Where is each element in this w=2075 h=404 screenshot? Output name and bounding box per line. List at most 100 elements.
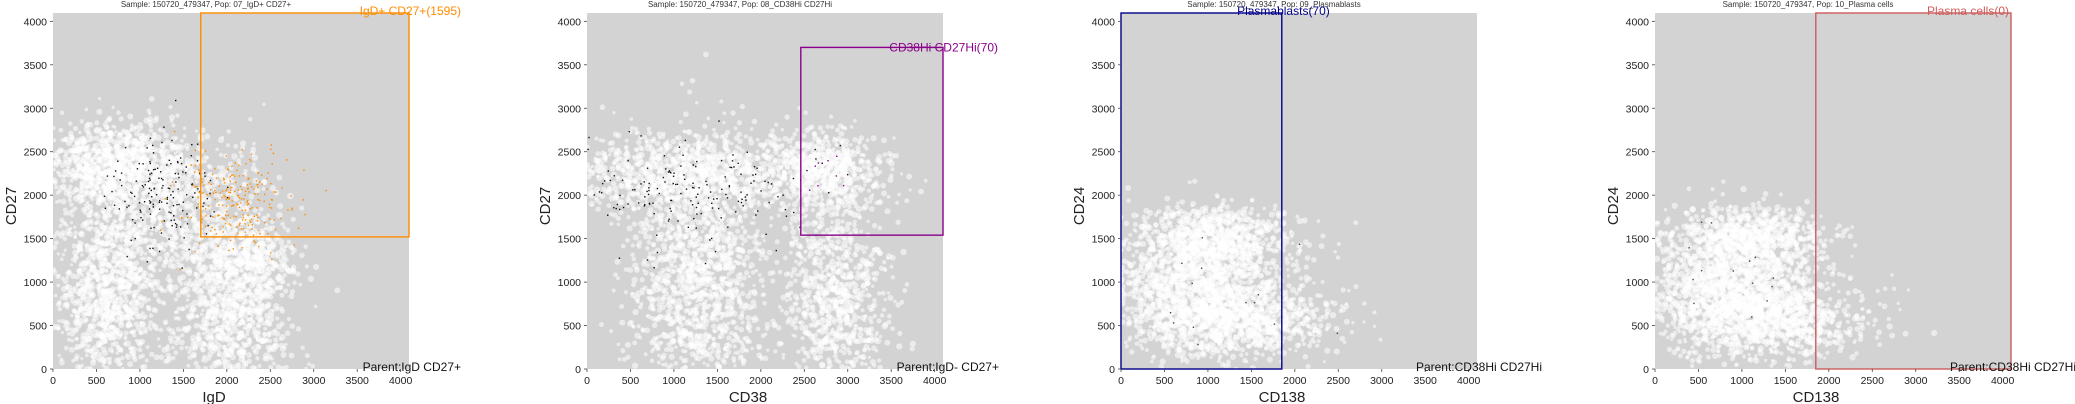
density-dot	[130, 329, 136, 334]
event-point	[246, 201, 248, 203]
event-point	[264, 221, 266, 224]
density-dot	[207, 188, 213, 194]
density-dot	[66, 169, 71, 174]
density-dot	[114, 129, 118, 134]
density-dot	[240, 145, 246, 151]
event-point	[228, 198, 230, 200]
event-point	[211, 216, 214, 218]
density-dot	[161, 158, 166, 163]
event-point	[226, 188, 228, 191]
density-dot	[85, 257, 91, 263]
density-dot	[106, 209, 111, 215]
density-dot	[173, 185, 180, 192]
event-point	[227, 186, 229, 189]
density-dot	[233, 283, 239, 289]
density-dot	[125, 220, 132, 227]
event-point	[249, 219, 251, 222]
density-dot	[69, 331, 76, 337]
event-point	[197, 206, 200, 208]
density-dot	[152, 307, 159, 314]
density-dot	[191, 216, 198, 223]
density-dot	[167, 278, 173, 284]
density-dot	[229, 353, 237, 361]
density-dot	[121, 203, 127, 209]
density-dot	[249, 150, 256, 157]
density-dot	[176, 173, 182, 179]
density-dot	[227, 270, 232, 274]
y-tick-label: 3000	[24, 103, 48, 115]
density-dot	[113, 125, 117, 129]
event-point	[207, 205, 210, 207]
density-dot	[193, 173, 200, 180]
density-dot	[226, 143, 231, 148]
density-dot	[591, 170, 595, 175]
density-dot	[233, 195, 240, 202]
density-dot	[121, 190, 128, 197]
density-dot	[153, 154, 158, 159]
density-dot	[101, 363, 106, 368]
density-dot	[67, 290, 74, 297]
density-dot	[595, 151, 601, 157]
density-dot	[163, 215, 168, 220]
density-dot	[106, 328, 111, 332]
density-dot	[193, 360, 199, 366]
density-dot	[225, 298, 232, 305]
density-dot	[79, 287, 85, 293]
density-dot	[227, 313, 233, 319]
event-point	[203, 202, 205, 204]
density-dot	[239, 267, 245, 273]
event-point	[214, 228, 216, 231]
density-dot	[256, 329, 261, 335]
y-tick-label: 1500	[24, 234, 48, 246]
event-point	[174, 222, 177, 225]
density-dot	[143, 295, 147, 300]
event-point	[223, 177, 225, 179]
density-dot	[92, 177, 97, 182]
event-point	[204, 175, 206, 177]
density-dot	[110, 277, 116, 284]
density-dot	[144, 358, 149, 363]
density-dot	[149, 232, 154, 236]
density-dot	[123, 336, 128, 341]
density-dot	[127, 150, 131, 155]
event-point	[257, 186, 259, 189]
density-dot	[215, 252, 220, 258]
event-point	[171, 139, 173, 142]
event-point	[221, 217, 224, 219]
event-point	[268, 206, 271, 209]
density-dot	[174, 245, 179, 250]
density-dot	[204, 133, 211, 140]
density-dot	[220, 303, 226, 309]
density-dot	[757, 166, 764, 173]
density-dot	[278, 285, 283, 291]
event-point	[205, 225, 207, 228]
density-dot	[252, 177, 259, 184]
density-dot	[267, 354, 273, 360]
density-dot	[108, 276, 112, 280]
event-point	[232, 204, 234, 207]
density-dot	[135, 124, 139, 129]
density-dot	[119, 175, 125, 181]
event-point	[148, 200, 151, 202]
density-dot	[67, 195, 72, 199]
event-point	[141, 184, 144, 187]
density-dot	[166, 355, 173, 362]
event-point	[179, 268, 181, 271]
density-dot	[169, 244, 176, 250]
density-dot	[185, 203, 191, 209]
density-dot	[187, 178, 194, 185]
density-dot	[107, 247, 113, 253]
density-dot	[79, 180, 85, 186]
density-dot	[236, 255, 244, 262]
density-dot	[211, 300, 215, 305]
density-dot	[59, 257, 64, 262]
density-dot	[84, 153, 88, 158]
density-dot	[261, 187, 266, 191]
density-dot	[77, 175, 82, 179]
density-dot	[148, 153, 154, 159]
event-point	[134, 222, 136, 224]
density-dot	[629, 117, 634, 121]
event-point	[228, 191, 230, 194]
event-point	[236, 169, 238, 172]
density-dot	[239, 153, 244, 159]
